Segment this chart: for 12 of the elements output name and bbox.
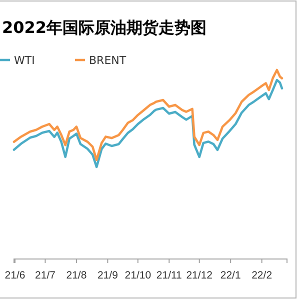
- x-tick-label: 21/6: [4, 270, 26, 282]
- x-tick-label: 22/2: [252, 270, 272, 282]
- x-tick-label: 21/8: [66, 270, 87, 282]
- chart-title: 2022年国际原油期货走势图: [2, 18, 207, 37]
- x-tick-label: 21/9: [97, 270, 118, 282]
- x-tick-label: 21/10: [124, 270, 152, 282]
- legend-label: BRENT: [89, 54, 126, 67]
- legend-label: WTI: [14, 54, 35, 67]
- x-tick-label: 21/11: [156, 270, 182, 282]
- x-tick-label: 22/1: [220, 270, 241, 282]
- x-tick-label: 21/12: [186, 270, 213, 282]
- x-tick-label: 21/7: [35, 270, 56, 282]
